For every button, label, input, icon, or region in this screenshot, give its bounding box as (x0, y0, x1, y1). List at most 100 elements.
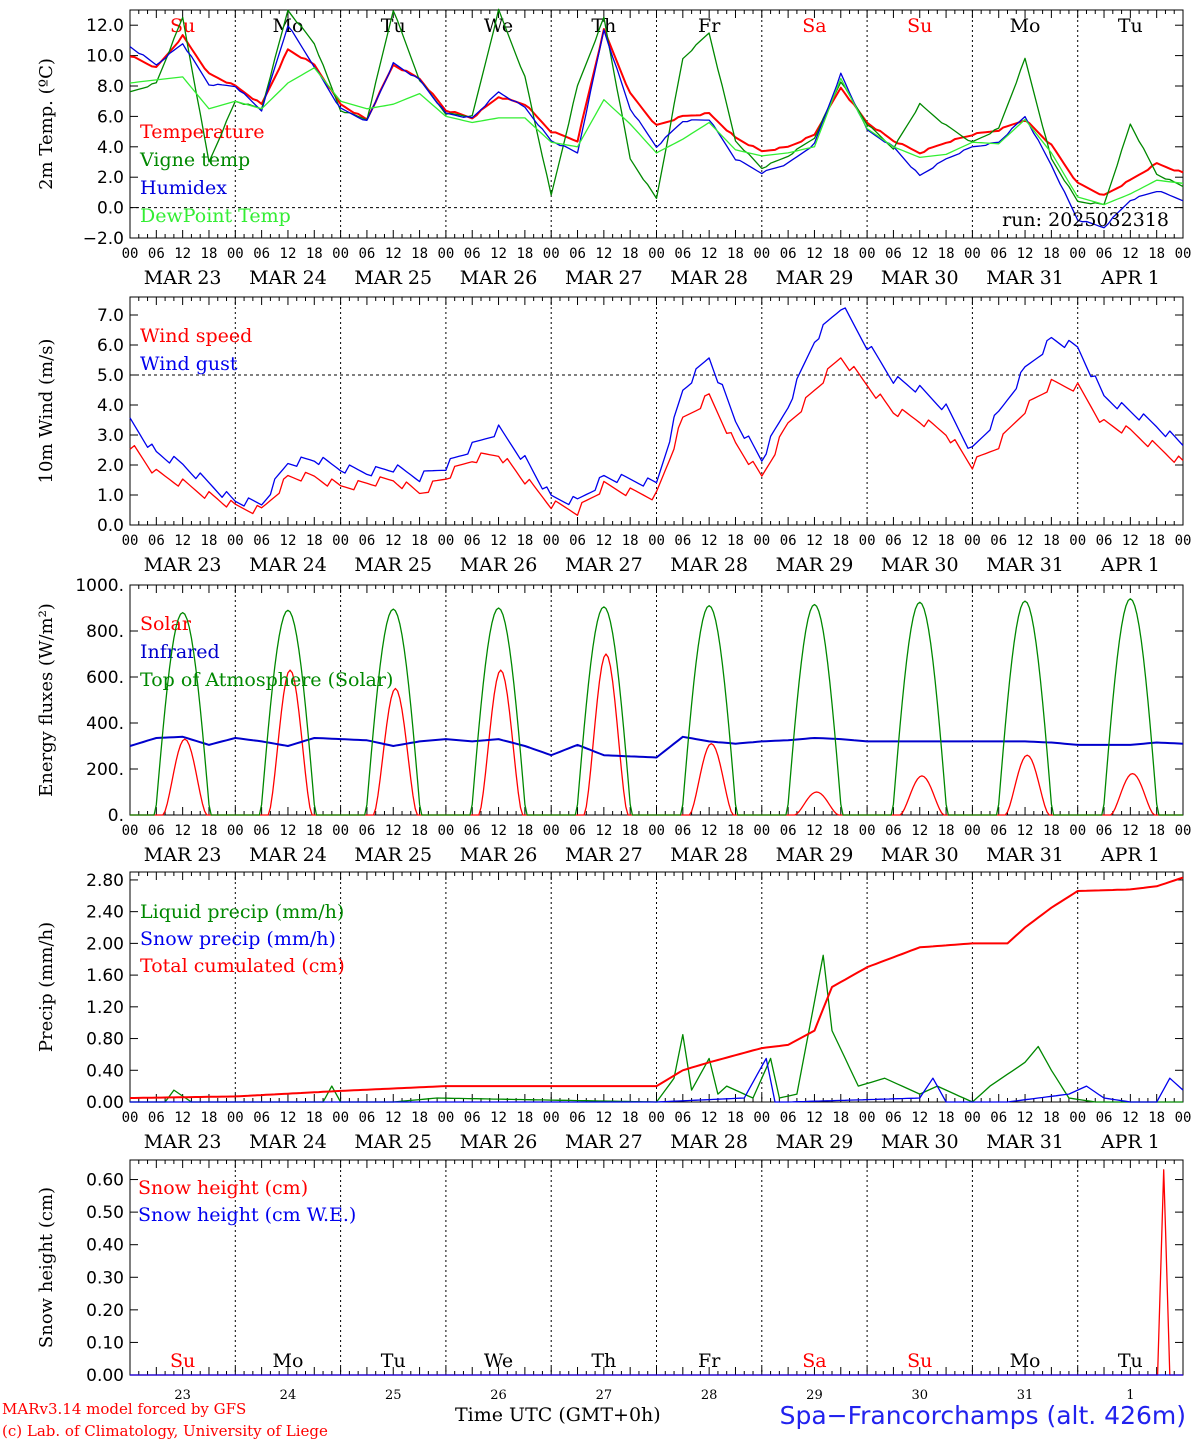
hour-tick-label: 06 (780, 1110, 797, 1126)
hour-tick-label: 12 (595, 533, 612, 549)
hour-tick-label: 18 (938, 246, 955, 262)
hour-tick-label: 12 (385, 533, 402, 549)
weekday-label: We (484, 1350, 513, 1372)
y-axis-label: Energy fluxes (W/m²) (36, 603, 57, 797)
hour-tick-label: 06 (148, 533, 165, 549)
y-tick-label: 0.50 (86, 1203, 124, 1223)
hour-tick-label: 12 (911, 823, 928, 839)
hour-tick-label: 00 (437, 823, 454, 839)
hour-tick-label: 18 (622, 533, 639, 549)
hour-tick-label: 00 (859, 1110, 876, 1126)
hour-tick-label: 06 (674, 533, 691, 549)
weekday-label: Th (591, 1350, 616, 1372)
legend-entry: Wind gust (140, 353, 238, 375)
panel-precip: 0.00 0.40 0.80 1.20 1.60 2.00 2.40 2.80 Precip (… (36, 871, 1191, 1153)
hour-tick-label: 06 (464, 246, 481, 262)
hour-tick-label: 00 (227, 1110, 244, 1126)
legend-entry: Snow height (cm W.E.) (138, 1204, 356, 1226)
weekday-label: Tu (1118, 15, 1143, 37)
series-line-wind-speed (129, 357, 1184, 516)
hour-tick-label: 06 (464, 533, 481, 549)
hour-tick-label: 18 (832, 246, 849, 262)
hour-tick-label: 00 (1175, 1110, 1192, 1126)
hour-tick-label: 12 (1122, 1110, 1139, 1126)
hour-tick-label: 00 (332, 246, 349, 262)
hour-tick-label: 12 (490, 533, 507, 549)
hour-tick-label: 06 (885, 823, 902, 839)
weekday-label: Tu (381, 1350, 406, 1372)
hour-tick-label: 06 (990, 823, 1007, 839)
legend-entry: Vigne temp (139, 149, 250, 171)
hour-tick-label: 18 (306, 1110, 323, 1126)
hour-tick-label: 06 (253, 533, 270, 549)
hour-tick-label: 06 (358, 246, 375, 262)
hour-tick-label: 06 (674, 246, 691, 262)
hour-tick-label: 12 (280, 246, 297, 262)
hour-tick-label: 12 (1017, 823, 1034, 839)
hour-tick-label: 12 (174, 533, 191, 549)
hour-tick-label: 00 (1175, 533, 1192, 549)
hour-tick-label: 00 (1175, 823, 1192, 839)
hour-tick-label: 00 (1069, 246, 1086, 262)
date-label: MAR 25 (354, 844, 432, 866)
date-label: MAR 26 (460, 844, 538, 866)
date-label: MAR 30 (881, 1131, 959, 1153)
legend-entry: Total cumulated (cm) (140, 955, 345, 977)
hour-tick-label: 12 (1122, 823, 1139, 839)
y-axis-label: Precip (mm/h) (36, 922, 57, 1052)
day-number-label: 30 (911, 1388, 928, 1403)
hour-tick-label: 12 (806, 1110, 823, 1126)
hour-tick-label: 06 (569, 533, 586, 549)
series-line-vigne-temp (129, 8, 1184, 206)
y-tick-label: 0.0 (97, 199, 124, 219)
y-axis-label: Snow height (cm) (36, 1187, 57, 1348)
y-tick-label: 0.80 (86, 1030, 124, 1050)
day-number-label: 27 (596, 1388, 613, 1403)
hour-tick-label: 12 (701, 823, 718, 839)
hour-tick-label: 18 (1148, 533, 1165, 549)
y-tick-label: 200. (86, 760, 124, 780)
y-tick-label: 0.10 (86, 1333, 124, 1353)
y-tick-label: 6.0 (97, 107, 124, 127)
hour-tick-label: 06 (780, 246, 797, 262)
date-label: MAR 25 (354, 267, 432, 289)
hour-tick-label: 12 (174, 823, 191, 839)
y-tick-label: 1.60 (86, 966, 124, 986)
hour-tick-label: 18 (1148, 246, 1165, 262)
hour-tick-label: 18 (938, 823, 955, 839)
date-label: MAR 30 (881, 267, 959, 289)
hour-tick-label: 00 (964, 533, 981, 549)
date-label: MAR 24 (249, 267, 327, 289)
hour-tick-label: 18 (727, 1110, 744, 1126)
date-label: MAR 27 (565, 267, 643, 289)
hour-tick-label: 06 (1096, 246, 1113, 262)
date-label: MAR 23 (144, 844, 222, 866)
hour-tick-label: 06 (464, 823, 481, 839)
hour-tick-label: 18 (306, 823, 323, 839)
model-credit: MARv3.14 model forced by GFS (2, 1400, 247, 1418)
hour-tick-label: 00 (859, 246, 876, 262)
hour-tick-label: 06 (253, 1110, 270, 1126)
hour-tick-label: 06 (464, 1110, 481, 1126)
hour-tick-label: 12 (1122, 246, 1139, 262)
y-tick-label: 800. (86, 622, 124, 642)
hour-tick-label: 18 (411, 1110, 428, 1126)
hour-tick-label: 00 (543, 823, 560, 839)
date-label: MAR 31 (986, 844, 1064, 866)
weekday-label: Mo (272, 1350, 303, 1372)
day-number-label: 28 (701, 1388, 718, 1403)
hour-tick-label: 00 (859, 533, 876, 549)
hour-tick-label: 12 (1017, 533, 1034, 549)
weekday-label: Mo (1010, 15, 1041, 37)
hour-tick-label: 00 (859, 823, 876, 839)
legend-entry: Infrared (140, 641, 220, 663)
y-tick-label: 600. (86, 668, 124, 688)
y-tick-label: 7.0 (97, 306, 124, 326)
date-label: MAR 28 (670, 267, 748, 289)
y-tick-label: 0.60 (86, 1171, 124, 1191)
legend-entry: Temperature (140, 121, 264, 143)
date-label: MAR 23 (144, 267, 222, 289)
hour-tick-label: 18 (1043, 533, 1060, 549)
date-label: APR 1 (1100, 554, 1160, 576)
date-label: MAR 25 (354, 1131, 432, 1153)
